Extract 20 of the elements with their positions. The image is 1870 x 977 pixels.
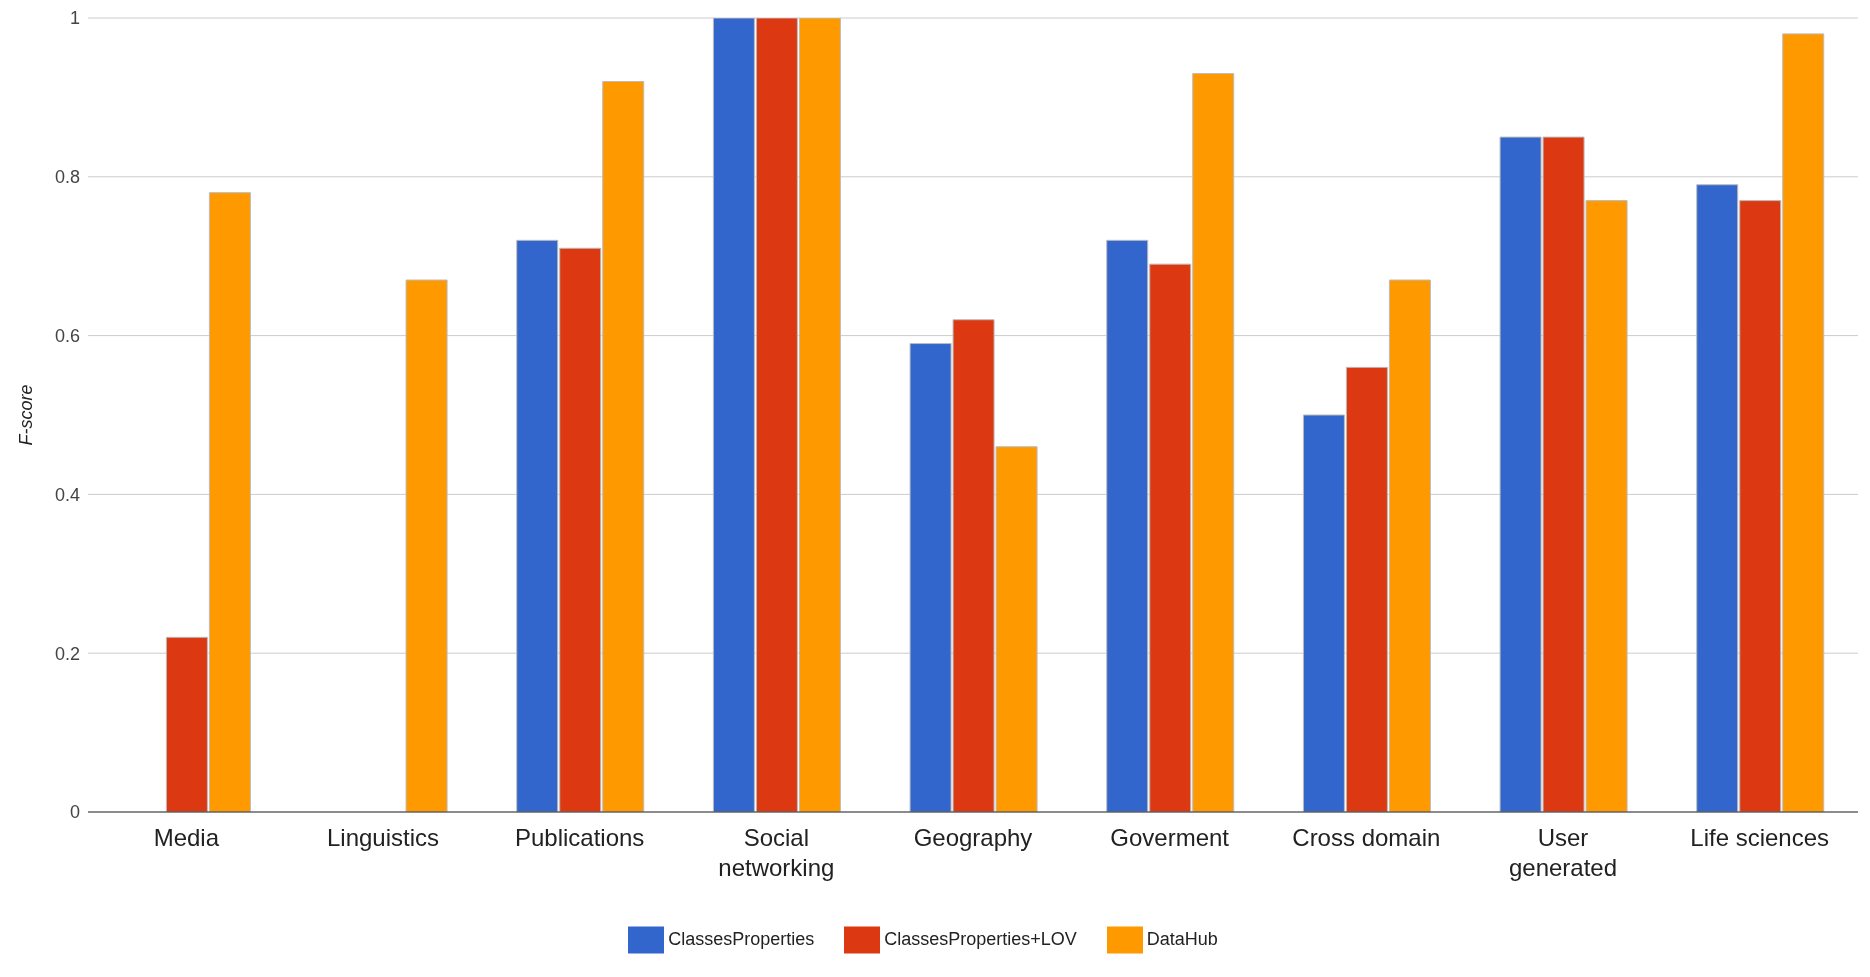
y-tick-label: 0.6 bbox=[54, 325, 80, 346]
x-tick-label: Life sciences bbox=[1690, 824, 1830, 851]
bar bbox=[405, 279, 448, 812]
x-tick-label: Linguistics bbox=[326, 824, 440, 851]
y-tick-label: 0 bbox=[69, 802, 80, 823]
y-tick-label: 0.4 bbox=[54, 484, 80, 505]
x-tick-label: Goverment bbox=[1110, 824, 1230, 851]
x-tick-label: Cross domain bbox=[1292, 824, 1441, 851]
x-tick-label: Media bbox=[153, 824, 220, 851]
x-tick-label: User generated bbox=[1508, 824, 1618, 881]
legend-label: ClassesProperties+LOV bbox=[884, 928, 1077, 949]
x-tick-label: Geography bbox=[913, 824, 1033, 851]
y-tick-label: 0.8 bbox=[54, 167, 80, 188]
y-axis-title: F-score bbox=[16, 384, 37, 446]
y-tick-label: 0.2 bbox=[54, 643, 80, 664]
y-tick-label: 1 bbox=[69, 8, 80, 29]
x-tick-label: Publications bbox=[514, 824, 645, 851]
legend-label: DataHub bbox=[1146, 928, 1218, 949]
x-tick-label: Social networking bbox=[718, 824, 835, 881]
legend-label: ClassesProperties bbox=[668, 928, 815, 949]
